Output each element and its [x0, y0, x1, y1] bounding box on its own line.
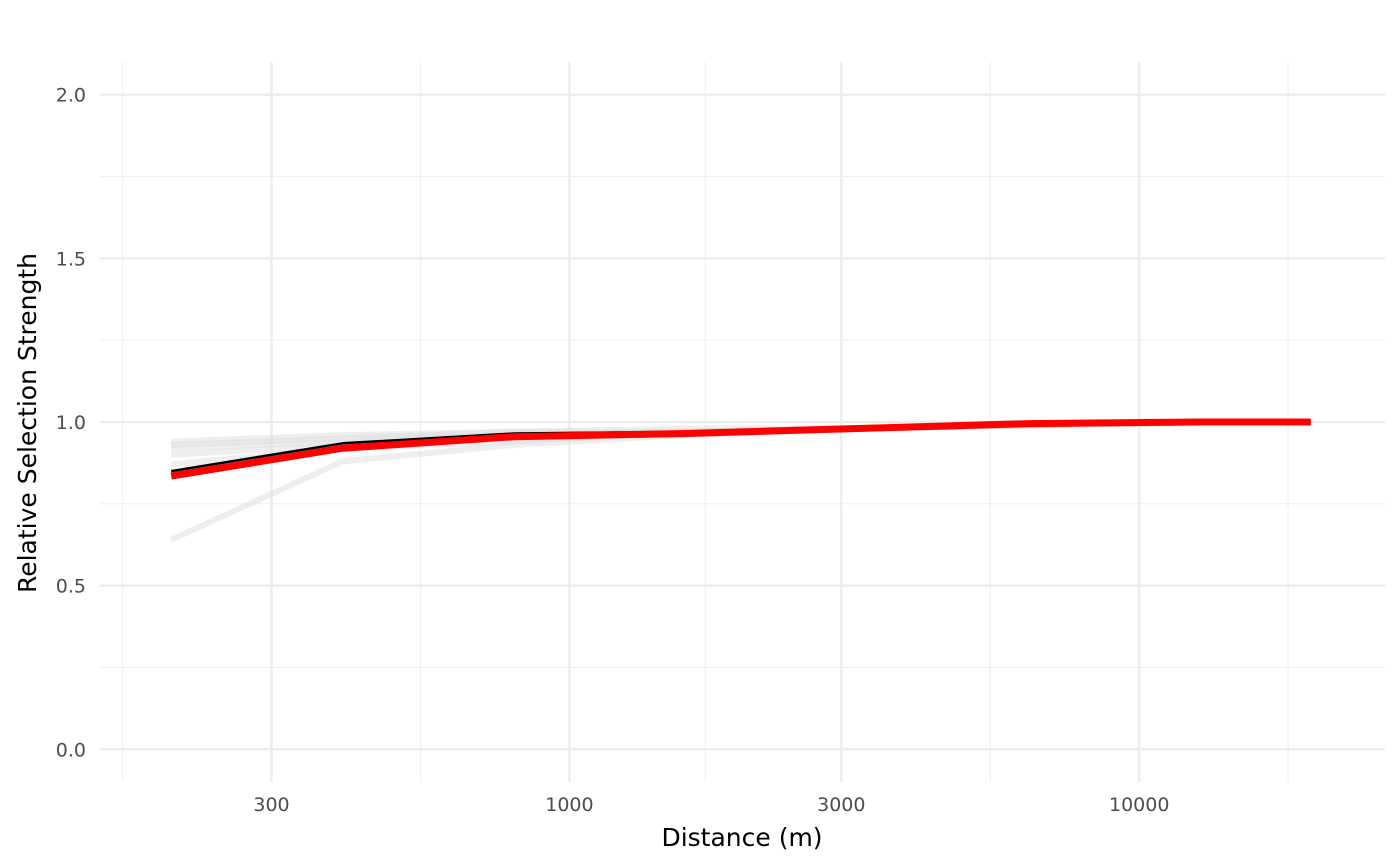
x-tick-label: 3000: [817, 794, 865, 816]
y-axis-title: Relative Selection Strength: [13, 253, 42, 593]
series-layer: [169, 418, 1311, 543]
x-tick-label: 1000: [545, 794, 593, 816]
y-tick-label: 2.0: [56, 85, 86, 107]
x-axis-title: Distance (m): [661, 823, 822, 852]
y-tick-label: 0.0: [56, 739, 86, 761]
y-axis-ticks: 0.0 0.5 1.0 1.5 2.0: [56, 85, 86, 762]
y-tick-label: 1.0: [56, 412, 86, 434]
y-tick-label: 0.5: [56, 576, 86, 598]
x-axis-ticks: 300 1000 3000 10000: [253, 794, 1169, 816]
y-tick-label: 1.5: [56, 248, 86, 270]
mean-line-7: [170, 418, 1311, 480]
x-tick-label: 10000: [1109, 794, 1169, 816]
x-tick-label: 300: [253, 794, 289, 816]
